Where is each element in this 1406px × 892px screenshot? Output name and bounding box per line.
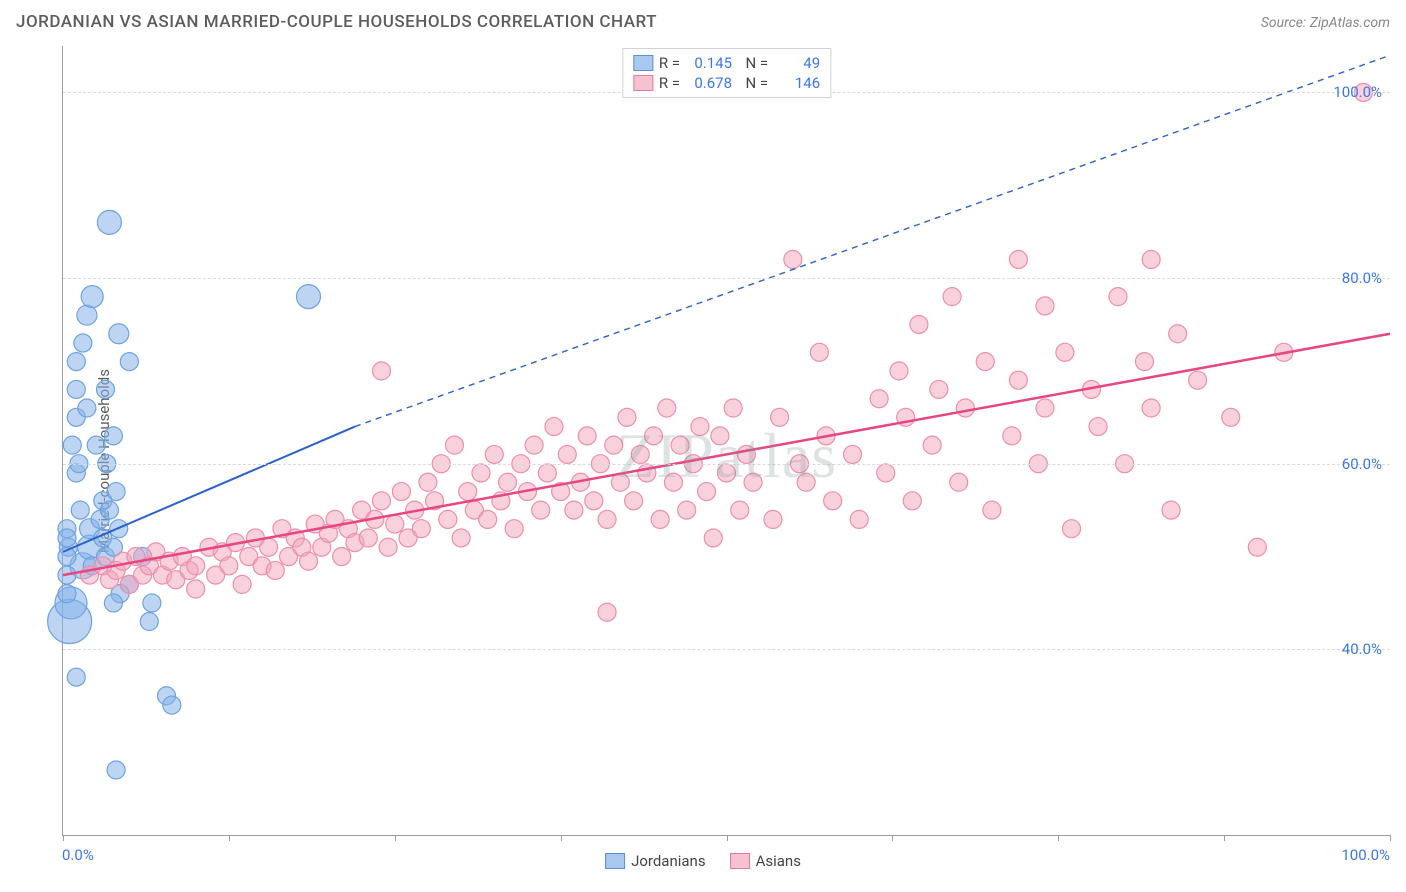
series-legend: Jordanians Asians <box>605 852 801 870</box>
legend-swatch <box>605 853 625 869</box>
legend-r-value: 0.678 <box>686 74 732 92</box>
legend-swatch <box>730 853 750 869</box>
legend-n-label: N = <box>738 74 768 92</box>
legend-n-label: N = <box>738 54 768 72</box>
legend-r-value: 0.145 <box>686 54 732 72</box>
chart-title: JORDANIAN VS ASIAN MARRIED-COUPLE HOUSEH… <box>16 12 657 32</box>
y-tick-label: 40.0% <box>1342 640 1382 658</box>
y-tick-label: 80.0% <box>1342 269 1382 287</box>
x-tick <box>63 835 64 841</box>
regression-line-extrapolated <box>355 55 1390 426</box>
lines-svg <box>63 46 1390 835</box>
x-tick <box>229 835 230 841</box>
x-tick <box>1058 835 1059 841</box>
legend-row-jordanians: R = 0.145 N = 49 <box>633 53 820 73</box>
x-tick-0: 0.0% <box>62 846 94 864</box>
chart-container: Married-couple Households ZIPatlas R = 0… <box>16 46 1390 876</box>
legend-r-label: R = <box>659 74 680 92</box>
legend-item: Jordanians <box>605 852 706 870</box>
legend-r-label: R = <box>659 54 680 72</box>
gridline <box>63 464 1390 465</box>
chart-source: Source: ZipAtlas.com <box>1261 15 1390 31</box>
swatch-asians <box>633 75 653 91</box>
gridline <box>63 649 1390 650</box>
x-tick <box>395 835 396 841</box>
gridline <box>63 278 1390 279</box>
legend-row-asians: R = 0.678 N = 146 <box>633 73 820 93</box>
legend-label: Asians <box>756 852 801 870</box>
legend-n-value: 146 <box>774 74 820 92</box>
legend-label: Jordanians <box>631 852 706 870</box>
swatch-jordanians <box>633 55 653 71</box>
x-tick <box>727 835 728 841</box>
x-tick <box>892 835 893 841</box>
y-tick-label: 60.0% <box>1342 455 1382 473</box>
x-tick <box>1390 835 1391 841</box>
y-tick-label: 100.0% <box>1333 83 1382 101</box>
x-tick-100: 100.0% <box>1341 846 1390 864</box>
x-tick <box>561 835 562 841</box>
x-tick <box>1224 835 1225 841</box>
plot-area: ZIPatlas R = 0.145 N = 49 R = 0.678 N = … <box>62 46 1390 836</box>
regression-line <box>63 427 355 552</box>
legend-n-value: 49 <box>774 54 820 72</box>
correlation-legend: R = 0.145 N = 49 R = 0.678 N = 146 <box>622 48 831 98</box>
legend-item: Asians <box>730 852 801 870</box>
regression-line <box>63 334 1390 575</box>
